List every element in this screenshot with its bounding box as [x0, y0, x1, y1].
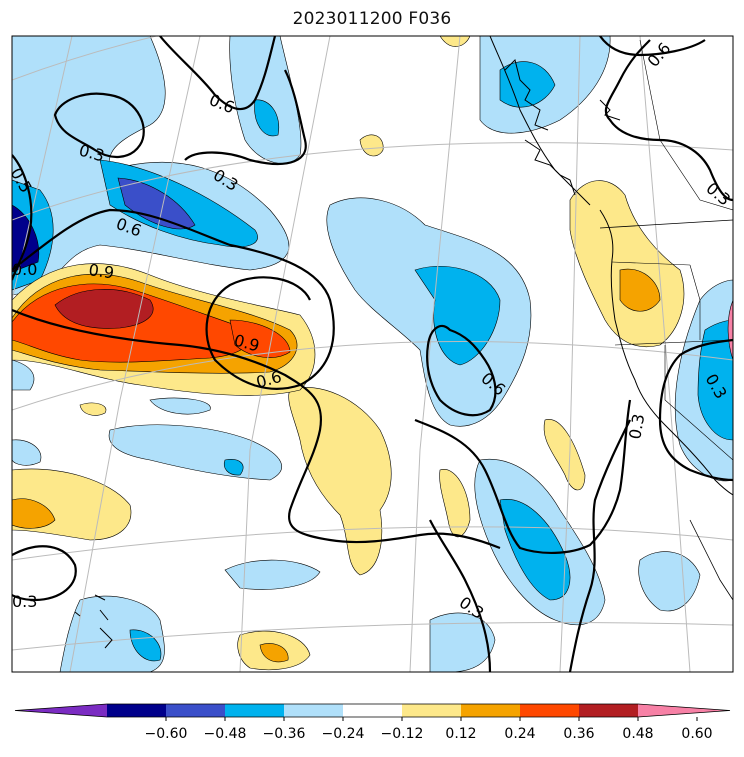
colorbar-tick-label: 0.24: [504, 726, 535, 742]
colorbar-segment: [343, 704, 403, 717]
bc-coast: [489, 36, 591, 206]
border-id: [689, 264, 701, 340]
hawaii-islands: [74, 594, 113, 649]
contour-label: 0.0: [12, 260, 37, 279]
colorbar-tick-label: −0.24: [322, 726, 365, 742]
baja-coast: [689, 519, 733, 601]
negative-region-dark-blue: [117, 177, 196, 230]
graticule: [12, 36, 733, 672]
border-wa-or: [611, 261, 691, 266]
colorbar-segment: [461, 704, 521, 717]
border-or-ca: [614, 339, 733, 346]
colorbar-tick-label: −0.12: [381, 726, 424, 742]
colorbar-segment: [225, 704, 285, 717]
colorbar-segment: [579, 704, 639, 717]
colorbar-tick-label: −0.48: [204, 726, 247, 742]
colorbar-segment: [107, 704, 167, 717]
map-title: 2023011200 F036: [292, 9, 452, 29]
contour-label: 0.3: [625, 412, 648, 440]
us-west-coast: [599, 209, 733, 496]
colorbar-tick-label: 0.48: [622, 726, 653, 742]
colorbar-segment: [520, 704, 580, 717]
colorbar-tick-label: 0.36: [563, 726, 594, 742]
map-frame: [11, 35, 734, 673]
contour-label: 0.3: [12, 592, 37, 611]
map-area: 0.6 0.3 0.3 0.3 0.6 0.9 0.9 0.6 0.6 0.3 …: [12, 36, 733, 672]
colorbar-segment: [166, 704, 226, 717]
colorbar-tick-label: 0.12: [445, 726, 476, 742]
border-ca-nv: [664, 345, 733, 461]
positive-region-central-tongue: [288, 387, 392, 576]
coastline-layer: [74, 36, 733, 649]
border-canada-us: [599, 219, 733, 229]
border-bc-ab: [639, 39, 733, 211]
colorbar-tick-label: 0.60: [681, 726, 712, 742]
colorbar: −0.60 −0.48 −0.36 −0.24 −0.12 0.12 0.24 0.36 0.4…: [14, 703, 731, 742]
contour-lines: [12, 36, 733, 672]
colorbar-tick-label: −0.60: [145, 726, 188, 742]
contour-label: 0.9: [87, 260, 115, 282]
colorbar-segment: [284, 704, 344, 717]
colorbar-outline: [14, 703, 731, 718]
negative-region-central: [326, 197, 532, 427]
colorbar-extend-min: [15, 704, 107, 717]
colorbar-segment: [402, 704, 462, 717]
colorbar-extend-max: [638, 704, 730, 717]
positive-region-dark-red: [54, 289, 154, 329]
positive-region-red-east: [229, 319, 291, 358]
colorbar-tick-label: −0.36: [263, 726, 306, 742]
